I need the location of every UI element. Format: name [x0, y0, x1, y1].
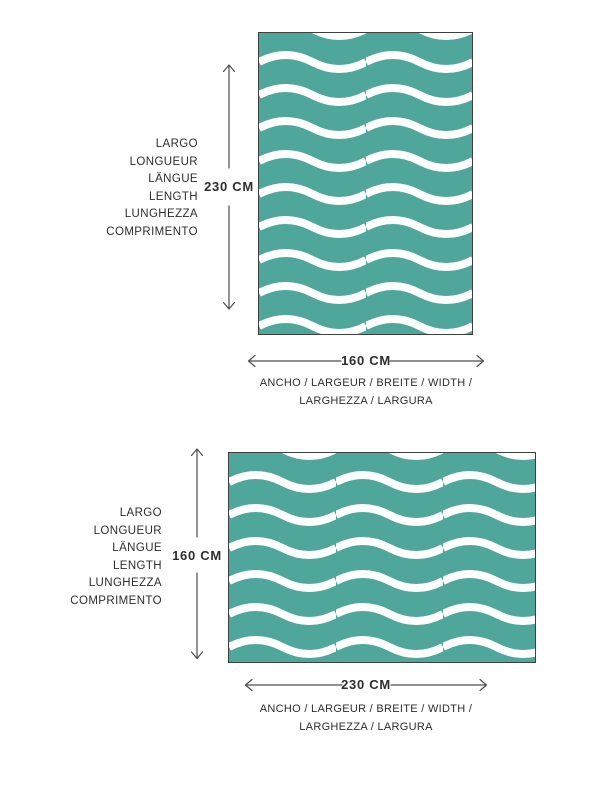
- width-label-line: LARGHEZZA / LARGURA: [299, 721, 433, 733]
- length-labels: LARGO LONGUEUR LÄNGUE LENGTH LUNGHEZZA C…: [48, 136, 198, 241]
- width-label-line: ANCHO / LARGEUR / BREITE / WIDTH /: [259, 703, 473, 715]
- length-label: LUNGHEZZA: [124, 208, 198, 220]
- length-label: LENGTH: [112, 559, 162, 572]
- width-value: 160 CM: [341, 353, 391, 368]
- towel-preview-portrait: [258, 32, 473, 335]
- length-value: 160 CM: [172, 548, 222, 563]
- horizontal-dimension-arrow-icon: [244, 678, 488, 692]
- width-label-line: ANCHO / LARGEUR / BREITE / WIDTH /: [259, 377, 473, 389]
- length-label: LARGO: [155, 138, 198, 150]
- length-label: COMPRIMENTO: [70, 594, 162, 607]
- vertical-dimension-arrow-icon: [190, 448, 204, 660]
- length-label: LONGUEUR: [93, 524, 162, 537]
- towel-preview-landscape: [228, 452, 536, 663]
- length-label: LÄNGUE: [148, 173, 198, 185]
- horizontal-dimension-arrow-icon: [247, 354, 485, 368]
- length-label: LONGUEUR: [129, 155, 198, 168]
- length-label: COMPRIMENTO: [106, 225, 198, 238]
- width-labels: ANCHO / LARGEUR / BREITE / WIDTH / LARGH…: [216, 374, 516, 410]
- width-label-line: LARGHEZZA / LARGURA: [299, 395, 433, 407]
- length-label: LARGO: [119, 507, 162, 519]
- width-labels: ANCHO / LARGEUR / BREITE / WIDTH / LARGH…: [216, 700, 516, 736]
- wave-pattern: [259, 33, 472, 334]
- wave-pattern: [229, 453, 535, 662]
- length-value: 230 CM: [204, 179, 254, 194]
- width-value: 230 CM: [341, 677, 391, 692]
- length-labels: LARGO LONGUEUR LÄNGUE LENGTH LUNGHEZZA C…: [12, 505, 162, 610]
- length-label: LENGTH: [148, 190, 198, 203]
- vertical-dimension-arrow-icon: [222, 64, 236, 310]
- length-label: LUNGHEZZA: [88, 577, 162, 589]
- length-label: LÄNGUE: [112, 542, 162, 554]
